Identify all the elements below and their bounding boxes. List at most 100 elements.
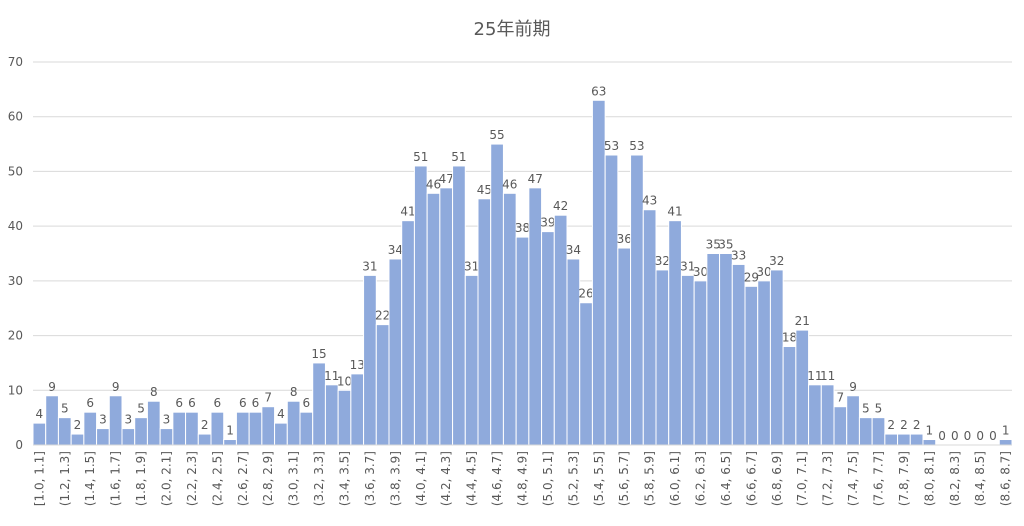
data-label: 22 — [375, 309, 390, 323]
data-label: 4 — [277, 407, 285, 421]
bar — [350, 373, 365, 446]
x-tick-label: (3.2, 3.3] — [312, 451, 326, 506]
bar — [108, 395, 123, 446]
bar — [541, 231, 555, 446]
x-tick-label: (5.8, 5.9] — [643, 451, 657, 506]
data-label: 21 — [795, 314, 810, 328]
bar — [858, 417, 873, 446]
x-tick-label: (1.8, 1.9] — [134, 451, 148, 506]
data-label: 6 — [86, 396, 94, 410]
x-tick-label: (7.4, 7.5] — [846, 451, 860, 506]
x-tick-label: (1.6, 1.7] — [109, 451, 123, 506]
y-tick-label: 20 — [8, 329, 23, 343]
data-label: 42 — [553, 199, 568, 213]
data-label: 7 — [837, 391, 845, 405]
data-label: 41 — [667, 205, 682, 219]
data-label: 6 — [214, 396, 222, 410]
data-label: 47 — [528, 172, 543, 186]
bar — [769, 269, 784, 446]
data-label: 45 — [477, 183, 492, 197]
bar — [515, 236, 530, 446]
x-tick-label: (7.0, 7.1] — [795, 451, 809, 506]
bar — [680, 274, 695, 446]
x-tick-label: (8.2, 8.3] — [948, 451, 962, 506]
data-label: 15 — [311, 347, 326, 361]
bar — [185, 411, 199, 446]
data-label: 2 — [887, 418, 895, 432]
y-tick-label: 70 — [8, 55, 23, 69]
data-label: 9 — [48, 380, 56, 394]
data-label: 36 — [617, 232, 632, 246]
data-label: 2 — [201, 418, 209, 432]
x-tick-label: (5.6, 5.7] — [617, 451, 631, 506]
data-label: 1 — [226, 424, 234, 438]
bar — [172, 411, 187, 446]
bar — [782, 346, 797, 446]
x-tick-label: (4.6, 4.7] — [490, 451, 504, 506]
bar — [617, 247, 632, 446]
x-tick-label: (1.4, 1.5] — [83, 451, 97, 506]
x-tick-label: (2.0, 2.1] — [160, 451, 174, 506]
bar — [884, 433, 899, 446]
bar — [299, 411, 314, 446]
x-tick-label: (5.2, 5.3] — [566, 451, 580, 506]
x-tick-label: (6.4, 6.5] — [719, 451, 733, 506]
x-tick-label: (7.2, 7.3] — [821, 451, 835, 506]
x-tick-label: (8.6, 8.7] — [999, 451, 1013, 506]
data-label: 4 — [36, 407, 44, 421]
data-label: 2 — [900, 418, 908, 432]
bar — [363, 274, 377, 446]
data-label: 5 — [875, 402, 883, 416]
data-label: 6 — [252, 396, 260, 410]
bar — [324, 384, 339, 446]
data-label: 11 — [324, 369, 339, 383]
bar — [223, 439, 237, 446]
data-label: 11 — [820, 369, 835, 383]
data-label: 6 — [188, 396, 196, 410]
bar — [897, 433, 911, 446]
data-label: 31 — [362, 259, 377, 273]
bar — [795, 329, 810, 446]
bar — [477, 198, 492, 446]
bar — [286, 400, 301, 446]
bar — [846, 395, 860, 446]
data-label: 9 — [849, 380, 857, 394]
data-label: 3 — [125, 413, 133, 427]
data-label: 33 — [731, 248, 746, 262]
bar — [655, 269, 670, 446]
data-label: 32 — [769, 254, 784, 268]
bar — [757, 280, 771, 446]
x-tick-label: (5.0, 5.1] — [541, 451, 555, 506]
bar — [579, 302, 593, 446]
data-label: 53 — [604, 139, 619, 153]
data-label: 35 — [718, 238, 733, 252]
data-label: 32 — [655, 254, 670, 268]
bar — [159, 428, 174, 446]
bar — [909, 433, 924, 446]
data-label: 30 — [693, 265, 708, 279]
data-label: 3 — [163, 413, 171, 427]
data-label: 38 — [515, 221, 530, 235]
bar — [337, 389, 352, 446]
data-label: 55 — [489, 128, 504, 142]
data-label: 1 — [1002, 424, 1010, 438]
data-label: 43 — [642, 194, 657, 208]
data-label: 11 — [807, 369, 822, 383]
bar — [134, 417, 148, 446]
data-label: 1 — [926, 424, 934, 438]
y-tick-label: 10 — [8, 383, 23, 397]
data-label: 5 — [862, 402, 870, 416]
data-label: 6 — [303, 396, 311, 410]
x-tick-label: (4.2, 4.3] — [439, 451, 453, 506]
bar — [439, 187, 454, 446]
x-tick-label: (3.4, 3.5] — [338, 451, 352, 506]
data-label: 0 — [989, 429, 997, 443]
data-label: 10 — [337, 374, 352, 388]
bar — [96, 428, 110, 446]
data-label: 51 — [451, 150, 466, 164]
data-label: 51 — [413, 150, 428, 164]
bar — [719, 253, 733, 446]
bar — [998, 439, 1013, 446]
x-tick-label: (6.0, 6.1] — [668, 451, 682, 506]
